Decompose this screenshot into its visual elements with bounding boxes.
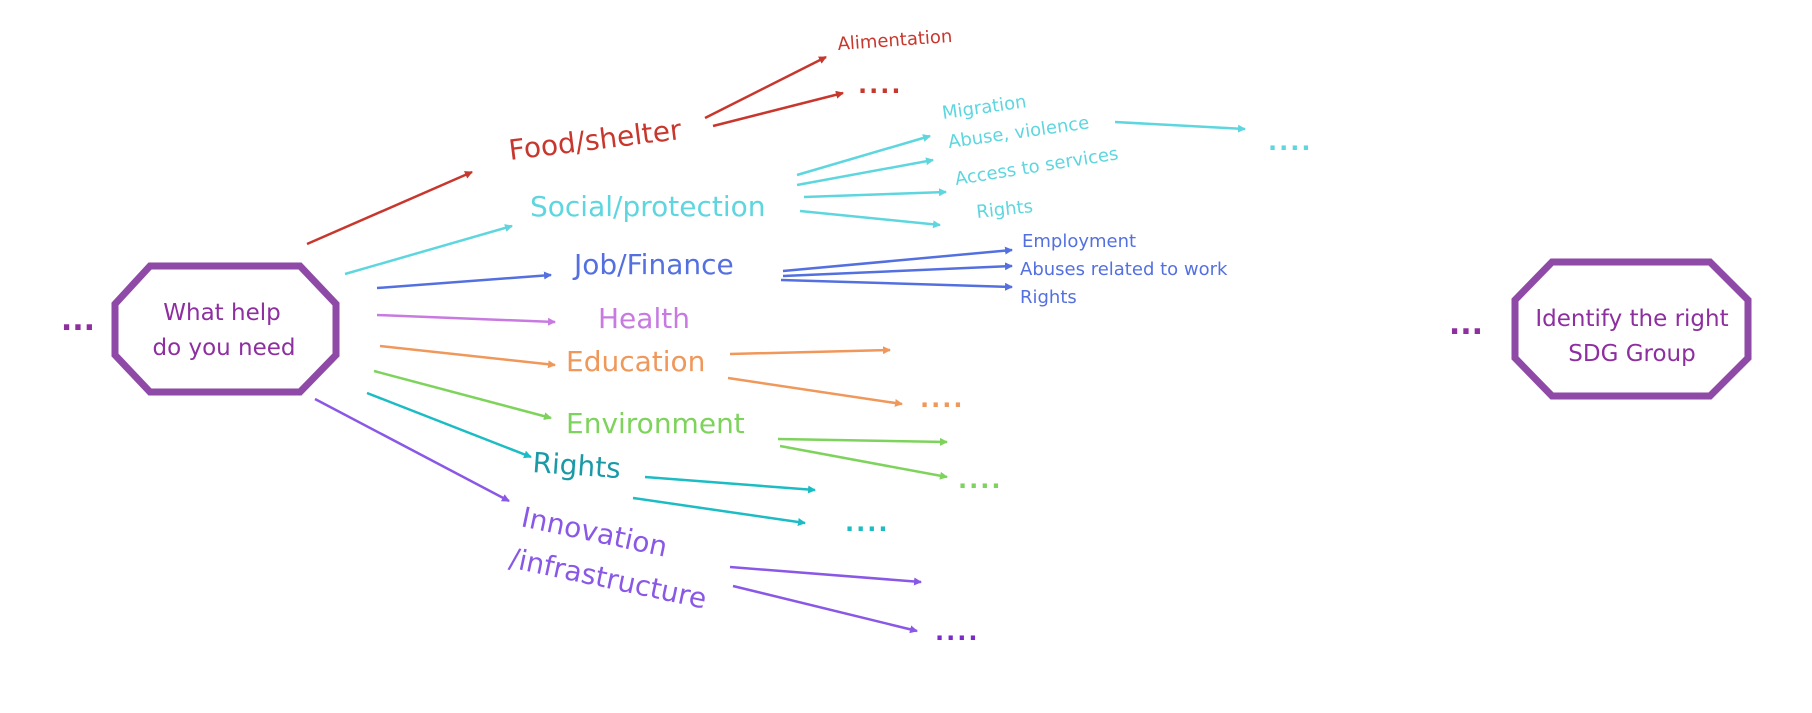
arrow-to-innovation [314, 397, 510, 503]
environment-more-ellipsis: .... [958, 466, 1002, 494]
arrow-social-more [1114, 120, 1246, 133]
arrow-to-health [376, 313, 556, 326]
category-innovation-line2: /infrastructure [507, 542, 710, 616]
arrow-environment-2 [779, 444, 948, 480]
category-environment: Environment [566, 407, 745, 440]
lead-ellipsis: ... [61, 303, 95, 338]
arrow-social-rights [799, 209, 941, 229]
start-node-line1: What help [163, 300, 280, 326]
innovation-more-ellipsis: .... [935, 618, 979, 646]
job-sub-abuses-related-to-work: Abuses related to work [1020, 259, 1228, 280]
arrow-job-employment [782, 246, 1013, 273]
arrow-social-migration [796, 134, 931, 177]
category-social-protection: Social/protection [530, 190, 765, 223]
arrow-innovation-1 [729, 565, 922, 586]
start-node: What help do you need [111, 262, 340, 396]
social-more-ellipsis: .... [1268, 128, 1312, 156]
rights-more-ellipsis: .... [845, 509, 889, 537]
arrow-social-access [803, 188, 947, 199]
arrow-job-rights [780, 278, 1013, 291]
end-node: Identify the right SDG Group [1511, 258, 1752, 400]
arrow-education-1 [729, 346, 891, 356]
end-node-line1: Identify the right [1535, 306, 1728, 332]
category-rights: Rights [532, 446, 622, 485]
category-health: Health [598, 302, 690, 335]
start-node-octagon [111, 262, 340, 396]
arrow-education-2 [727, 376, 903, 407]
food-sub-alimentation: Alimentation [837, 26, 953, 55]
category-job-finance: Job/Finance [572, 248, 734, 281]
social-sub-rights: Rights [975, 196, 1034, 223]
end-node-octagon [1511, 258, 1752, 400]
arrow-to-environment [373, 369, 552, 421]
start-node-line2: do you need [152, 335, 295, 361]
job-sub-employment: Employment [1022, 231, 1136, 252]
arrow-job-abuses [782, 262, 1013, 278]
arrow-to-social [344, 224, 513, 276]
arrow-rights-1 [644, 475, 816, 494]
trail-ellipsis: ... [1449, 307, 1483, 342]
arrow-rights-2 [632, 496, 806, 526]
education-more-ellipsis: .... [920, 385, 964, 413]
arrow-social-abuse [796, 157, 934, 187]
arrow-to-job [376, 271, 552, 290]
arrow-food-more [712, 90, 844, 128]
arrow-to-education [379, 344, 556, 369]
arrow-environment-1 [777, 437, 948, 446]
social-sub-migration: Migration [941, 91, 1028, 124]
category-education: Education [566, 345, 705, 378]
arrow-to-food [306, 170, 473, 246]
arrow-innovation-2 [732, 584, 918, 634]
job-sub-rights: Rights [1020, 287, 1077, 308]
arrow-food-alimentation [704, 55, 827, 120]
category-food-shelter: Food/shelter [507, 113, 684, 167]
food-more-ellipsis: .... [858, 71, 902, 99]
end-node-line2: SDG Group [1568, 341, 1695, 367]
social-sub-access-to-services: Access to services [953, 143, 1119, 190]
arrow-to-rights [366, 391, 532, 459]
